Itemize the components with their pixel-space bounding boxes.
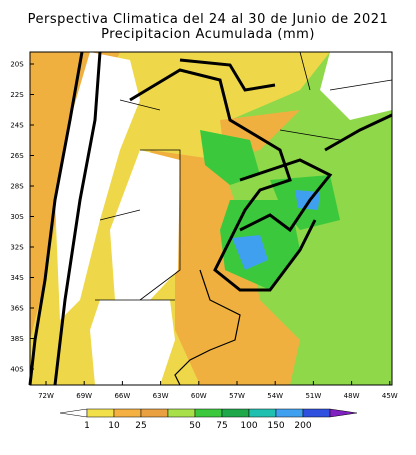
colorbar-step (140, 408, 169, 418)
lon-label: 45W (382, 392, 398, 400)
lat-label: 22S (10, 91, 24, 99)
lat-label: 38S (10, 335, 24, 343)
colorbar-label: 50 (189, 421, 201, 431)
lat-label: 20S (10, 61, 24, 69)
lon-label: 54W (267, 392, 283, 400)
lat-label: 24S (10, 122, 24, 130)
colorbar-label: 100 (240, 421, 257, 431)
colorbar-label: 75 (216, 421, 227, 431)
map-frame (29, 51, 393, 386)
dry-area (110, 150, 180, 300)
lat-label: 28S (10, 183, 24, 191)
colorbar-step (194, 408, 223, 418)
lat-label: 32S (10, 244, 24, 252)
colorbar-label: 10 (108, 421, 120, 431)
lat-label: 34S (10, 274, 24, 282)
dry-area (55, 52, 140, 320)
rain-area (200, 130, 260, 185)
lon-label: 60W (191, 392, 207, 400)
lat-label: 26S (10, 152, 24, 160)
colorbar-step (59, 408, 88, 418)
dry-area (90, 300, 175, 385)
colorbar-label: 25 (135, 421, 146, 431)
lat-label: 40S (10, 366, 24, 374)
colorbar-step (248, 408, 277, 418)
lon-label: 51W (305, 392, 321, 400)
colorbar-label: 200 (294, 421, 311, 431)
lon-label: 66W (114, 392, 130, 400)
colorbar-step (329, 408, 358, 418)
colorbar-step (221, 408, 250, 418)
rain-area (232, 235, 268, 270)
colorbar-step (167, 408, 196, 418)
colorbar-step (275, 408, 304, 418)
colorbar-label: 1 (84, 421, 90, 431)
lon-label: 72W (38, 392, 54, 400)
lat-label: 30S (10, 213, 24, 221)
map (28, 51, 393, 386)
lon-label: 48W (344, 392, 360, 400)
subtitle: Precipitacion Acumulada (mm) (101, 27, 315, 42)
lon-label: 69W (76, 392, 92, 400)
colorbar-step (302, 408, 331, 418)
colorbar-label: 150 (267, 421, 284, 431)
colorbar-step (86, 408, 115, 418)
title: Perspectiva Climatica del 24 al 30 de Ju… (28, 12, 389, 27)
lon-label: 63W (153, 392, 169, 400)
borders (28, 51, 393, 386)
lat-label: 36S (10, 305, 24, 313)
lon-label: 57W (229, 392, 245, 400)
rain-area (30, 52, 120, 340)
colorbar-step (113, 408, 142, 418)
